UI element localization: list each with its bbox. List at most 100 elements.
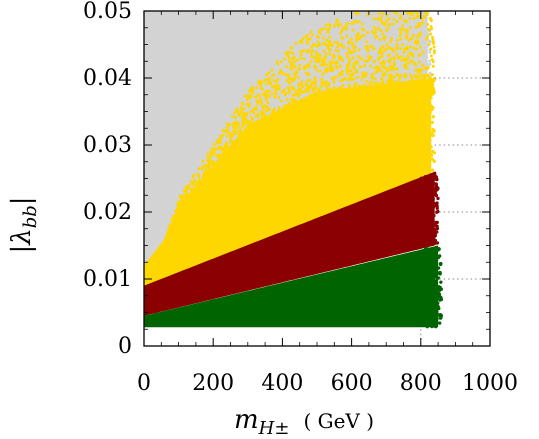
data-point (410, 78, 414, 82)
data-point (351, 43, 355, 47)
data-point (395, 46, 399, 50)
data-point (391, 88, 395, 92)
data-point (427, 294, 431, 298)
data-point (333, 40, 337, 44)
data-point (425, 67, 429, 71)
data-point (305, 30, 309, 34)
data-point (429, 104, 433, 108)
data-point (261, 124, 265, 128)
data-point (355, 105, 359, 109)
data-point (413, 61, 417, 65)
data-point (249, 120, 253, 124)
data-point (260, 56, 264, 60)
data-point (392, 61, 396, 65)
data-point (431, 92, 435, 96)
data-point (291, 57, 295, 61)
data-point (383, 23, 387, 27)
data-point (419, 164, 423, 168)
data-point (264, 109, 268, 113)
data-point (369, 35, 373, 39)
data-point (371, 20, 375, 24)
data-point (346, 55, 350, 59)
data-point (261, 38, 265, 42)
data-point (290, 79, 294, 83)
data-point (298, 90, 302, 94)
data-point (259, 99, 263, 103)
data-point (418, 52, 422, 56)
data-point (366, 49, 370, 53)
scatter-points (144, 11, 444, 329)
data-point (310, 45, 314, 49)
data-point (284, 36, 288, 40)
data-point (356, 75, 360, 79)
data-point (239, 106, 243, 110)
data-point (420, 179, 425, 184)
data-point (255, 57, 259, 61)
data-point (177, 223, 181, 227)
data-point (414, 47, 418, 51)
data-point (377, 57, 381, 61)
data-point (302, 113, 306, 117)
data-point (330, 44, 334, 48)
data-point (430, 238, 434, 243)
data-point (309, 60, 313, 64)
data-point (427, 42, 431, 46)
data-point (438, 270, 442, 275)
data-point (174, 222, 178, 226)
data-point (304, 71, 308, 75)
data-point (429, 263, 433, 267)
data-point (324, 55, 328, 59)
data-point (328, 58, 332, 62)
data-point (361, 38, 365, 42)
data-point (423, 15, 427, 19)
data-point (381, 65, 385, 69)
data-point (284, 68, 288, 72)
data-point (254, 114, 258, 118)
data-point (368, 26, 372, 30)
data-point (385, 18, 389, 22)
data-point (279, 73, 283, 77)
data-point (428, 71, 432, 75)
data-point (315, 57, 319, 61)
data-point (322, 63, 326, 67)
data-point (308, 37, 312, 41)
data-point (418, 144, 422, 148)
data-point (362, 34, 366, 38)
data-point (248, 38, 252, 42)
data-point (335, 100, 339, 104)
data-point (408, 95, 412, 99)
data-point (226, 147, 230, 151)
data-point (366, 31, 370, 35)
data-point (420, 80, 424, 84)
data-point (395, 30, 399, 34)
data-point (282, 106, 286, 110)
data-point (359, 86, 363, 90)
data-point (249, 140, 253, 144)
data-point (347, 86, 351, 90)
data-point (314, 54, 318, 58)
data-point (387, 53, 391, 57)
data-point (225, 159, 229, 163)
data-point (368, 64, 372, 68)
data-point (174, 217, 178, 221)
data-point (336, 19, 340, 23)
data-point (411, 21, 415, 25)
data-point (350, 90, 354, 94)
data-point (334, 75, 338, 79)
data-point (364, 44, 368, 48)
data-point (302, 74, 306, 78)
data-point (426, 224, 431, 229)
data-point (434, 182, 438, 186)
data-point (337, 74, 341, 78)
data-point (286, 54, 290, 58)
data-point (221, 148, 225, 152)
data-point (289, 22, 293, 26)
data-point (302, 14, 306, 18)
data-point (416, 94, 420, 98)
data-point (326, 74, 330, 78)
data-point (251, 43, 255, 47)
data-point (406, 54, 410, 58)
data-point (291, 100, 295, 104)
data-point (424, 11, 428, 15)
data-point (397, 75, 401, 79)
